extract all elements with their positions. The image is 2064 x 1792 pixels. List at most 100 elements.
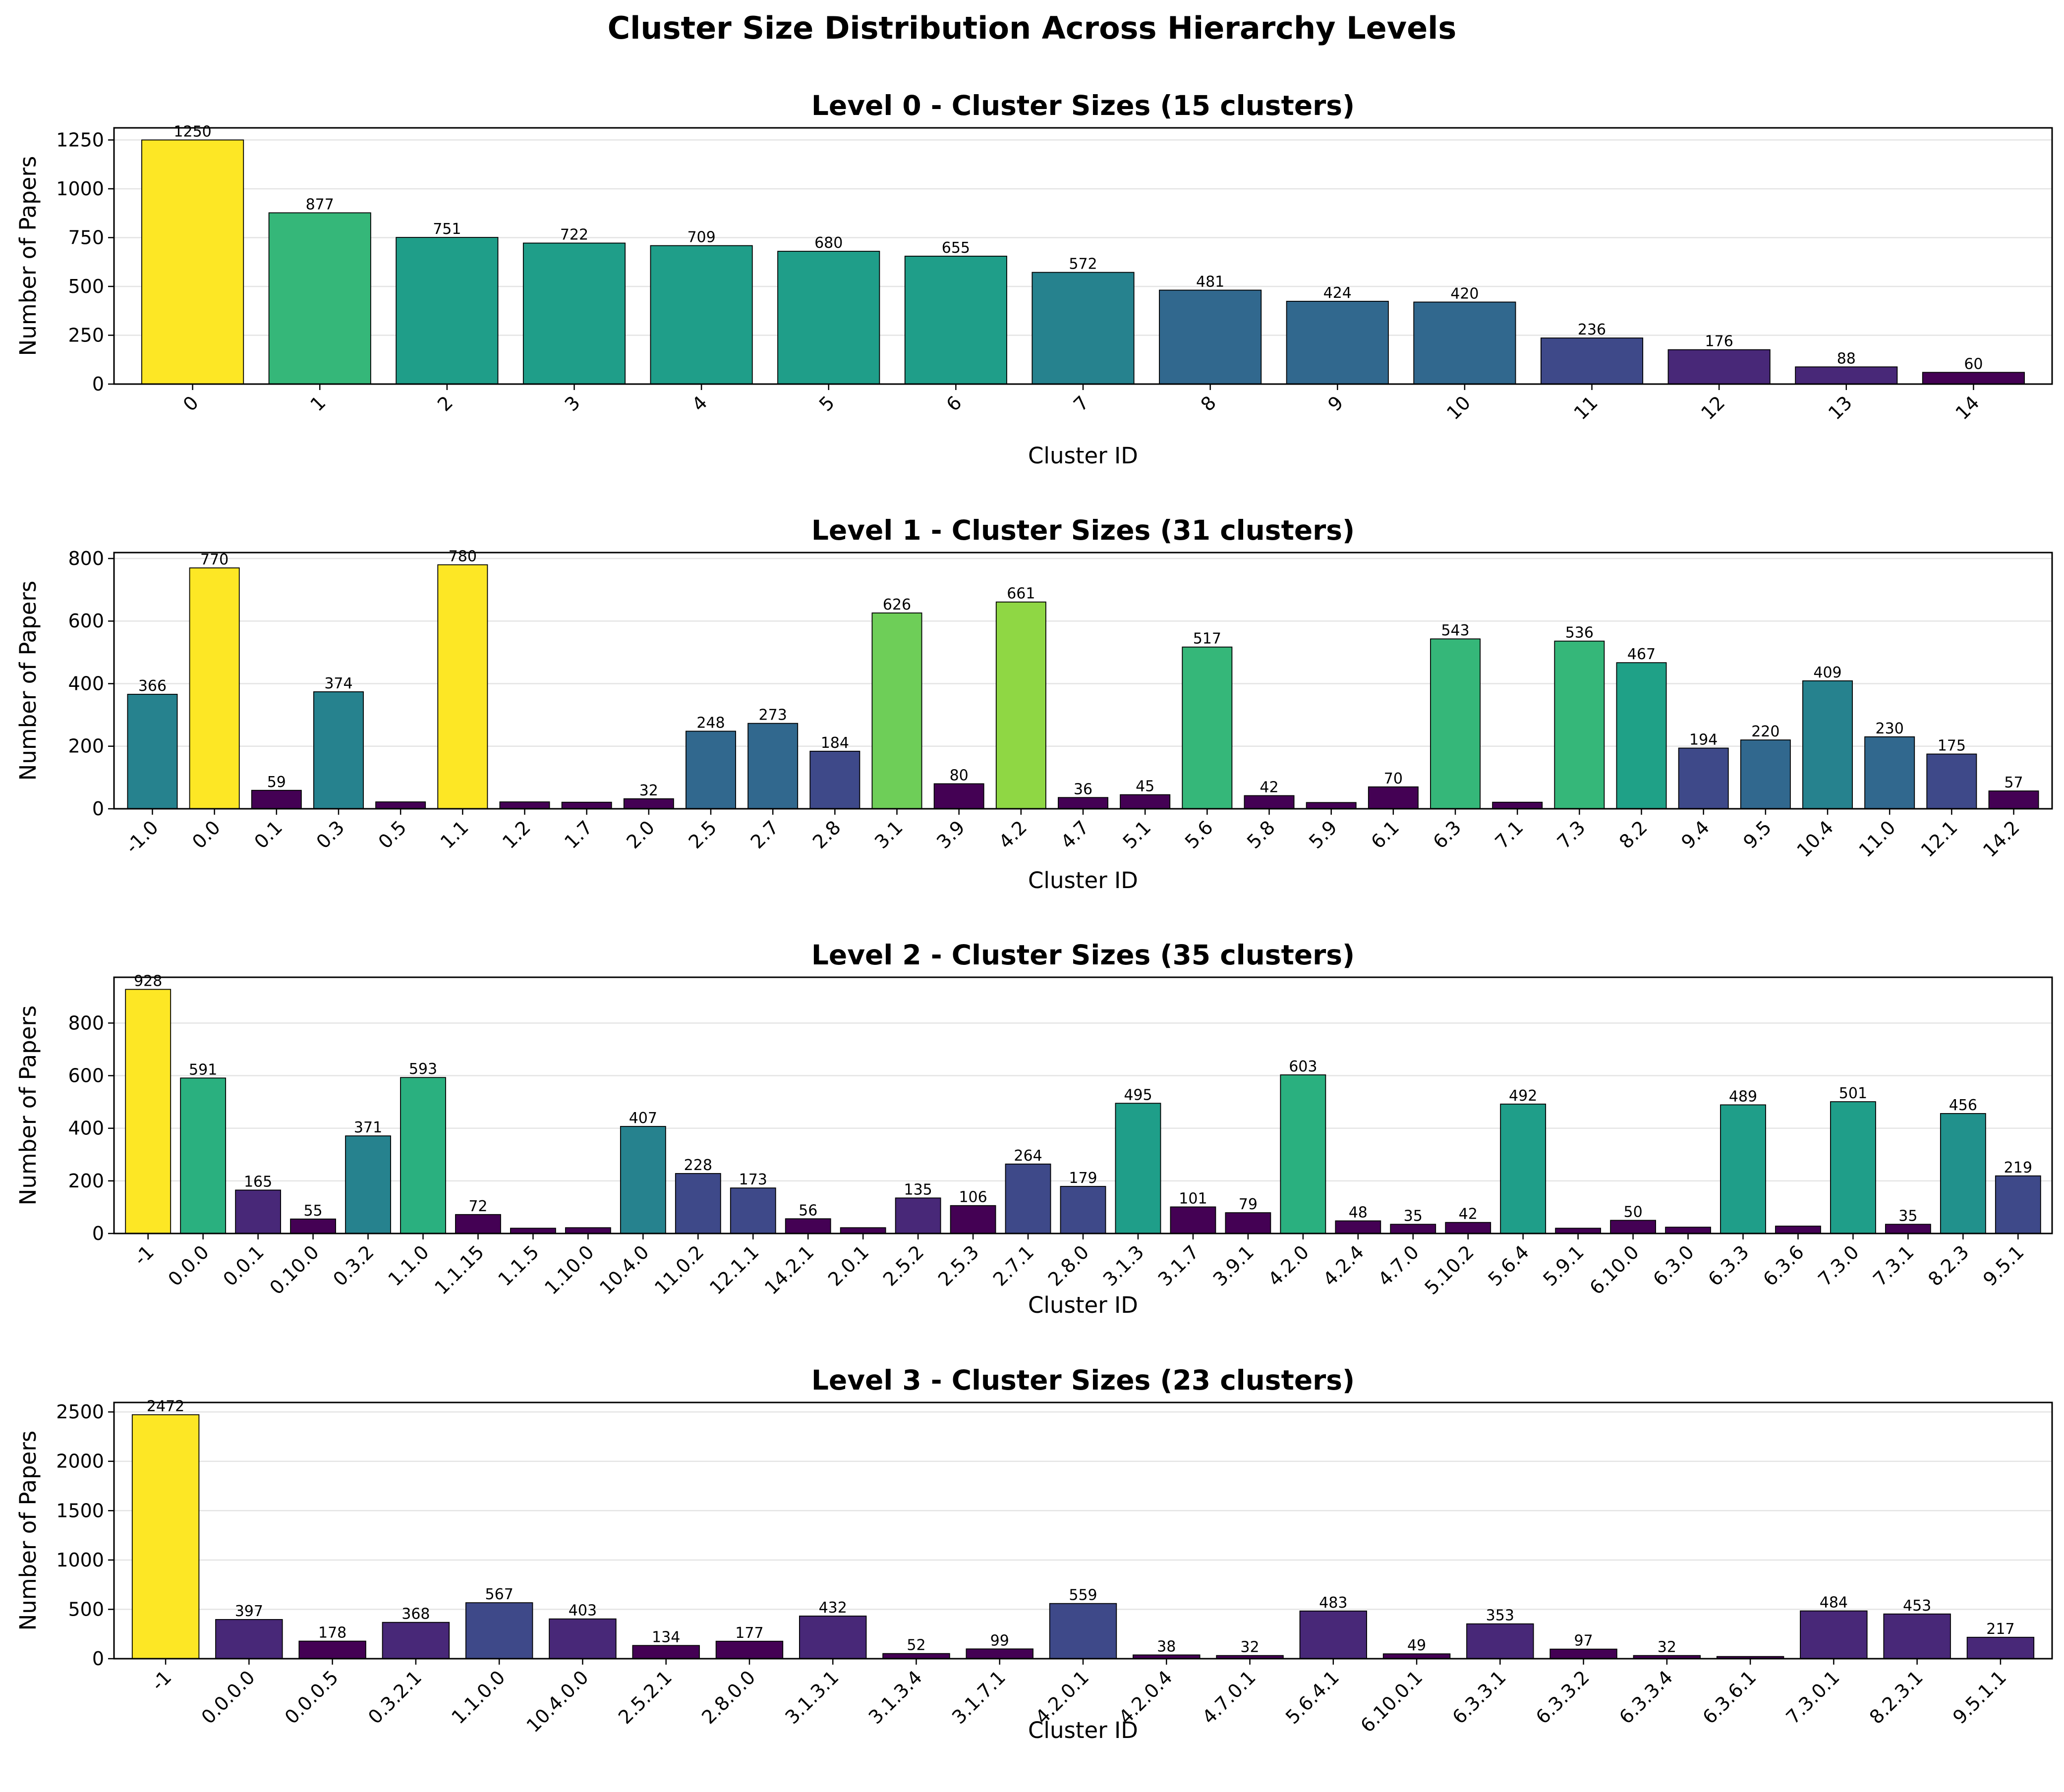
x-tick-label: 10.4.0 — [595, 1241, 653, 1299]
y-axis-label: Number of Papers — [15, 156, 41, 356]
bar-value-label: 409 — [1813, 664, 1841, 681]
bar-value-label: 217 — [1986, 1621, 2014, 1638]
x-tick-label: 2.5.2.1 — [614, 1666, 676, 1728]
x-axis-label: Cluster ID — [1028, 1292, 1138, 1318]
y-tick-label: 0 — [92, 798, 104, 820]
bar-2.5.3 — [950, 1205, 996, 1234]
x-axis-label: Cluster ID — [1028, 867, 1138, 894]
bar-value-label: 165 — [244, 1173, 272, 1190]
x-tick-label: 0.0.0.5 — [281, 1666, 343, 1728]
bar-8 — [1159, 289, 1262, 385]
y-tick-label: 400 — [68, 1118, 104, 1139]
y-tick-label: 750 — [68, 226, 104, 248]
bar-value-label: 38 — [1157, 1638, 1176, 1655]
bar-2.5.2.1 — [632, 1645, 700, 1659]
x-tick-label: 0.5 — [374, 816, 411, 853]
bar-9.4 — [1678, 747, 1729, 809]
bar-9 — [1286, 301, 1389, 385]
bar-7.3.0 — [1830, 1101, 1876, 1234]
x-tick-label: 4 — [688, 392, 711, 415]
bar-value-label: 36 — [1074, 781, 1092, 798]
x-tick-label: 0.3.2 — [329, 1241, 378, 1290]
bar-value-label: 489 — [1729, 1088, 1757, 1105]
x-tick-label: 6 — [942, 392, 966, 415]
y-tick-label: 2000 — [56, 1451, 104, 1472]
x-tick-label: 3.9.1 — [1209, 1241, 1258, 1290]
x-tick-label: 3.1.3 — [1099, 1241, 1148, 1290]
bar-5 — [777, 251, 880, 385]
bar-14.2 — [1988, 790, 2039, 809]
bar-5.1 — [1120, 794, 1171, 809]
bar-5.6 — [1182, 646, 1233, 809]
bar-0.3.2 — [345, 1135, 391, 1234]
bar-value-label: 572 — [1069, 256, 1097, 273]
x-tick-label: 5.6.4.1 — [1281, 1666, 1343, 1728]
bar-10 — [1413, 301, 1516, 385]
x-tick-label: -1.0 — [121, 816, 163, 858]
x-tick-label: 7.3.0.1 — [1782, 1666, 1844, 1728]
x-tick-label: 4.7.0.1 — [1198, 1666, 1260, 1728]
bar-value-label: 403 — [569, 1602, 597, 1620]
bar-3 — [522, 242, 626, 385]
bar-value-label: 50 — [1623, 1203, 1642, 1221]
bar-value-label: 407 — [629, 1110, 657, 1127]
x-tick-label: 6.3.3.4 — [1615, 1666, 1677, 1728]
y-tick-label: 600 — [68, 1065, 104, 1087]
panel-title: Level 1 - Cluster Sizes (31 clusters) — [811, 514, 1355, 546]
bar-1.1.15 — [455, 1214, 501, 1234]
bar-0.5 — [375, 801, 426, 809]
x-tick-label: -1 — [147, 1666, 176, 1695]
axes-frame — [113, 976, 2053, 1234]
x-tick-label: 14 — [1951, 392, 1983, 424]
bar-2.7.1 — [1005, 1163, 1051, 1234]
bar-2.0.1 — [840, 1227, 886, 1234]
x-tick-label: 9.5.1 — [1979, 1241, 2028, 1290]
bar-value-label: 219 — [2004, 1159, 2032, 1176]
bar-3.1.3.4 — [882, 1653, 950, 1659]
x-tick-label: 11.0.2 — [650, 1241, 708, 1299]
x-tick-label: 2.7 — [746, 816, 783, 853]
x-tick-label: 3.1.3.4 — [864, 1666, 926, 1728]
x-tick-label: 6.3.3.1 — [1448, 1666, 1510, 1728]
bar-value-label: 501 — [1839, 1085, 1867, 1102]
panel-title: Level 3 - Cluster Sizes (23 clusters) — [811, 1364, 1355, 1396]
bar-value-label: 353 — [1486, 1607, 1514, 1624]
bar-value-label: 57 — [2004, 774, 2023, 791]
y-tick-label: 1500 — [56, 1500, 104, 1521]
bar-value-label: 374 — [324, 675, 352, 692]
x-tick-label: 2.5.2 — [879, 1241, 928, 1290]
panel-level-1: 0 200 400 600 800 366 -1.0 770 0.0 59 0.1 374 0.3 0.5… — [15, 514, 2053, 894]
bar-value-label: 134 — [652, 1628, 680, 1646]
bar-value-label: 626 — [883, 596, 911, 614]
x-axis-label: Cluster ID — [1028, 1717, 1138, 1743]
bar-value-label: 135 — [904, 1181, 932, 1198]
bar-value-label: 371 — [354, 1119, 382, 1136]
bar-1.7 — [561, 801, 612, 809]
bar-3.1.7.1 — [966, 1648, 1033, 1659]
bar-0 — [141, 139, 244, 385]
figure-title: Cluster Size Distribution Across Hierarc… — [608, 10, 1457, 46]
bar-value-label: 230 — [1876, 720, 1904, 737]
bar-value-label: 467 — [1627, 646, 1656, 663]
bar-0.0.0.0 — [215, 1619, 283, 1659]
bar-value-label: 655 — [942, 239, 970, 257]
bar-value-label: 593 — [409, 1061, 437, 1078]
bar-2.8.0.0 — [715, 1640, 784, 1659]
x-tick-label: 8 — [1197, 392, 1220, 415]
bar-8.2.3.1 — [1883, 1613, 1951, 1659]
bar-0.0.0 — [180, 1077, 227, 1234]
x-tick-label: 9.5 — [1739, 816, 1776, 853]
x-tick-label: 0.3 — [312, 816, 348, 853]
bar-0.3 — [313, 691, 364, 809]
bar-7.3 — [1554, 640, 1605, 809]
bar-3.9.1 — [1225, 1212, 1271, 1234]
bar-4.2.0 — [1280, 1074, 1326, 1234]
x-tick-label: 0 — [179, 392, 203, 415]
x-tick-label: 3.1.7.1 — [948, 1666, 1010, 1728]
bar-2.8.0 — [1060, 1186, 1106, 1234]
axes-frame — [113, 552, 2053, 810]
bar-0.0.0.5 — [298, 1640, 366, 1659]
bar-9.5.1 — [1995, 1175, 2041, 1234]
bar-value-label: 80 — [950, 767, 969, 784]
x-tick-label: 5.6 — [1181, 816, 1217, 853]
